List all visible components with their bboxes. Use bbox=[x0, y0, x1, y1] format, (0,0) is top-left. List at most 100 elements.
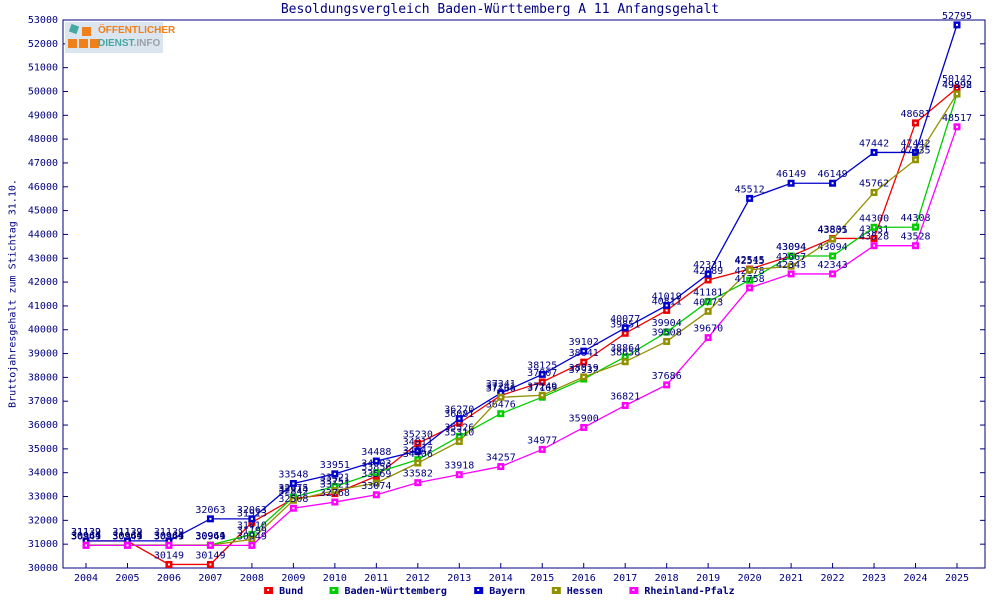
data-point-label: 30949 bbox=[154, 531, 184, 542]
data-point-label: 37686 bbox=[652, 371, 682, 382]
legend-marker-center bbox=[554, 589, 557, 591]
plot-border bbox=[62, 19, 986, 569]
data-point-center bbox=[416, 449, 419, 452]
data-point-label: 37241 bbox=[486, 381, 516, 392]
data-point-label: 30149 bbox=[154, 550, 184, 561]
logo-orange-square-3 bbox=[79, 39, 88, 48]
y-tick-label: 30000 bbox=[28, 563, 58, 574]
data-point-label: 31913 bbox=[237, 508, 267, 519]
y-tick-label: 47000 bbox=[28, 158, 58, 169]
data-point-center bbox=[831, 255, 834, 258]
data-point-center bbox=[914, 244, 917, 247]
data-point-label: 52795 bbox=[942, 11, 972, 22]
data-point-label: 31410 bbox=[237, 520, 267, 531]
series-line-Baden-Württemberg bbox=[86, 93, 958, 546]
x-tick-label: 2025 bbox=[945, 573, 969, 584]
data-point-center bbox=[914, 151, 917, 154]
data-point-center bbox=[707, 300, 710, 303]
data-point-center bbox=[458, 435, 461, 438]
y-tick-label: 39000 bbox=[28, 349, 58, 360]
legend-marker-center bbox=[477, 589, 480, 591]
data-point-label: 31139 bbox=[112, 527, 142, 538]
data-point-center bbox=[665, 309, 668, 312]
legend-marker-center bbox=[267, 589, 270, 591]
data-point-label: 32914 bbox=[278, 485, 308, 496]
data-point-center bbox=[167, 544, 170, 547]
data-point-label: 32842 bbox=[278, 486, 308, 497]
data-point-center bbox=[250, 544, 253, 547]
y-tick-label: 33000 bbox=[28, 492, 58, 503]
data-point-label: 33856 bbox=[361, 462, 391, 473]
data-point-label: 32975 bbox=[278, 483, 308, 494]
x-tick-label: 2017 bbox=[613, 573, 637, 584]
data-point-label: 30964 bbox=[195, 531, 225, 542]
data-point-label: 33582 bbox=[403, 469, 433, 480]
data-point-center bbox=[790, 272, 793, 275]
data-point-center bbox=[707, 310, 710, 313]
x-tick-label: 2006 bbox=[157, 573, 181, 584]
y-tick-label: 42000 bbox=[28, 277, 58, 288]
x-tick-label: 2008 bbox=[240, 573, 264, 584]
data-point-label: 39670 bbox=[693, 324, 723, 335]
data-point-label: 33918 bbox=[444, 461, 474, 472]
data-point-center bbox=[541, 448, 544, 451]
data-point-center bbox=[956, 23, 958, 26]
y-tick-label: 31000 bbox=[28, 539, 58, 550]
data-point-label: 33074 bbox=[361, 481, 391, 492]
data-point-center bbox=[707, 278, 710, 281]
data-point-label: 31139 bbox=[154, 527, 184, 538]
data-point-center bbox=[416, 462, 419, 465]
data-point-label: 30149 bbox=[195, 550, 225, 561]
x-tick-label: 2016 bbox=[572, 573, 596, 584]
data-point-center bbox=[292, 507, 295, 510]
data-point-label: 34406 bbox=[403, 449, 433, 460]
data-point-label: 35526 bbox=[444, 422, 474, 433]
y-tick-label: 38000 bbox=[28, 372, 58, 383]
data-point-center bbox=[292, 482, 295, 485]
y-tick-label: 52000 bbox=[28, 39, 58, 50]
legend-label: Bund bbox=[279, 586, 303, 597]
logo-line2-main: DIENST bbox=[98, 38, 134, 49]
data-point-label: 47135 bbox=[900, 146, 930, 157]
data-point-center bbox=[375, 471, 378, 474]
data-point-label: 30964 bbox=[154, 531, 184, 542]
y-tick-label: 51000 bbox=[28, 63, 58, 74]
data-point-center bbox=[914, 158, 917, 161]
y-tick-label: 44000 bbox=[28, 229, 58, 240]
data-point-label: 42343 bbox=[818, 260, 848, 271]
data-point-label: 34488 bbox=[361, 447, 391, 458]
data-point-center bbox=[831, 182, 834, 185]
x-tick-label: 2009 bbox=[281, 573, 305, 584]
data-point-center bbox=[873, 226, 876, 229]
legend-marker-center bbox=[332, 589, 335, 591]
data-point-center bbox=[126, 544, 129, 547]
data-point-center bbox=[458, 417, 461, 420]
data-point-label: 37932 bbox=[569, 365, 599, 376]
data-point-label: 49892 bbox=[942, 80, 972, 91]
data-point-label: 49898 bbox=[942, 80, 972, 91]
data-point-center bbox=[831, 272, 834, 275]
data-point-label: 40811 bbox=[652, 296, 682, 307]
x-tick-label: 2020 bbox=[738, 573, 762, 584]
data-point-label: 30949 bbox=[237, 531, 267, 542]
data-point-label: 38125 bbox=[527, 360, 557, 371]
data-point-center bbox=[748, 268, 751, 271]
y-tick-label: 46000 bbox=[28, 182, 58, 193]
data-point-label: 33951 bbox=[320, 460, 350, 471]
legend-label: Bayern bbox=[489, 586, 525, 597]
data-point-center bbox=[375, 493, 378, 496]
data-point-center bbox=[85, 544, 87, 547]
x-tick-label: 2014 bbox=[489, 573, 513, 584]
data-point-label: 35310 bbox=[444, 427, 474, 438]
data-point-center bbox=[250, 517, 253, 520]
data-point-center bbox=[333, 485, 336, 488]
data-point-label: 33251 bbox=[320, 477, 350, 488]
data-point-center bbox=[416, 481, 419, 484]
data-point-label: 36476 bbox=[486, 400, 516, 411]
x-tick-label: 2010 bbox=[323, 573, 347, 584]
data-point-label: 37249 bbox=[527, 381, 557, 392]
data-point-center bbox=[250, 521, 253, 524]
data-point-center bbox=[499, 465, 502, 468]
oeffentlicher-dienst-logo[interactable]: ÖFFENTLICHER DIENST.INFO bbox=[65, 22, 175, 53]
data-point-label: 45512 bbox=[735, 184, 765, 195]
